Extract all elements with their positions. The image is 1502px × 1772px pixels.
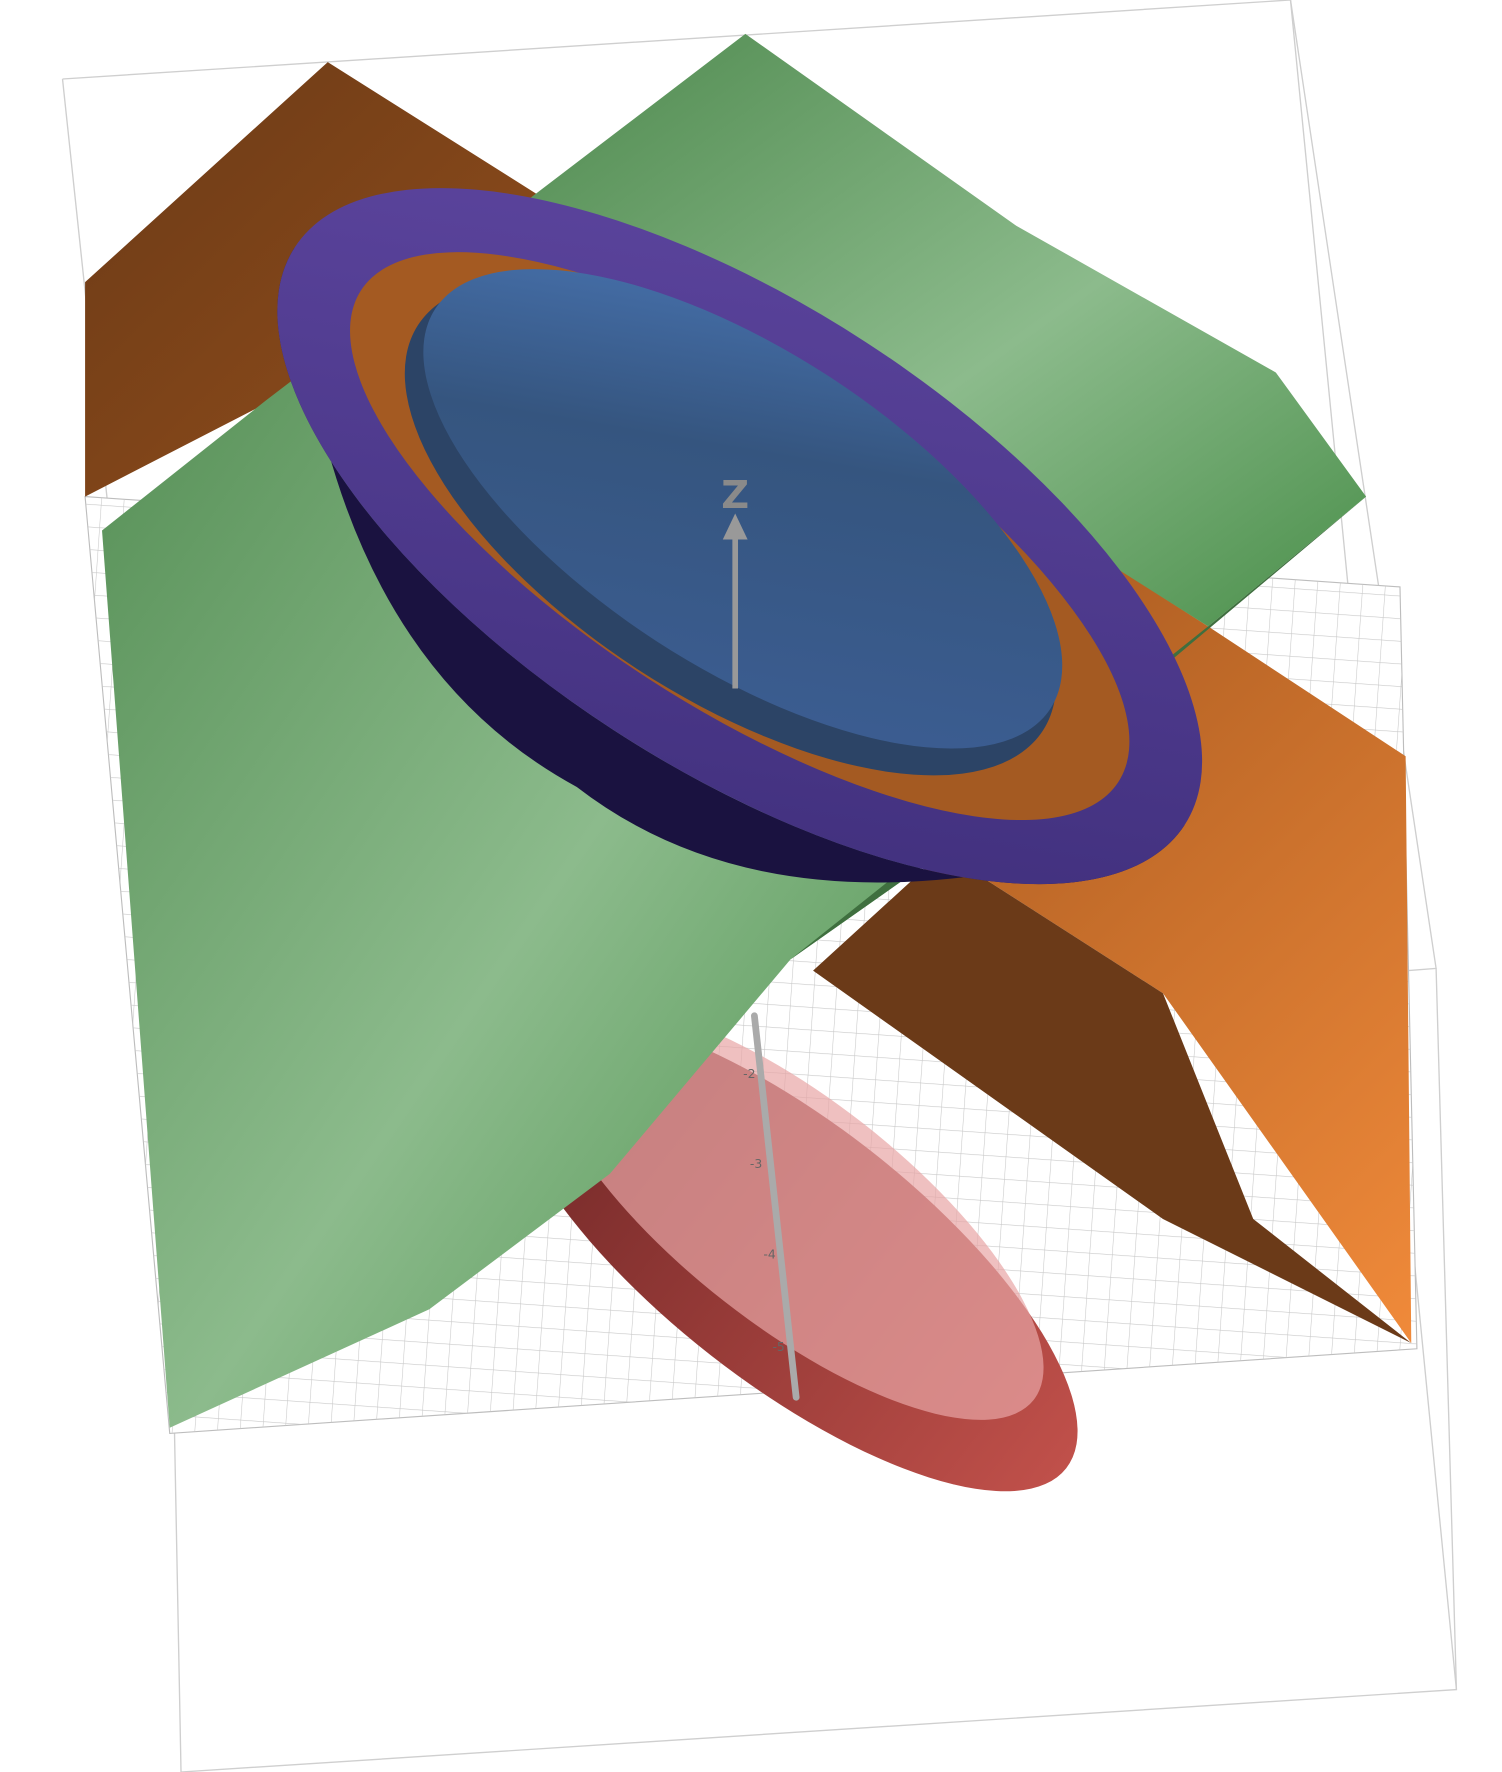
z-tick-label: -2 <box>743 1066 755 1081</box>
z-tick-label: -3 <box>750 1156 762 1171</box>
z-axis-label: Z <box>721 473 749 518</box>
z-axis: Z -2 -3 -4 -5 <box>721 473 800 1401</box>
orange-shadow <box>813 852 1412 1344</box>
green-surface-left <box>102 197 943 1428</box>
ellipsoid <box>503 1004 1078 1492</box>
z-tick-label: -4 <box>763 1246 775 1261</box>
green-surface-top <box>530 33 1367 627</box>
z-tick-label: -5 <box>772 1339 784 1354</box>
